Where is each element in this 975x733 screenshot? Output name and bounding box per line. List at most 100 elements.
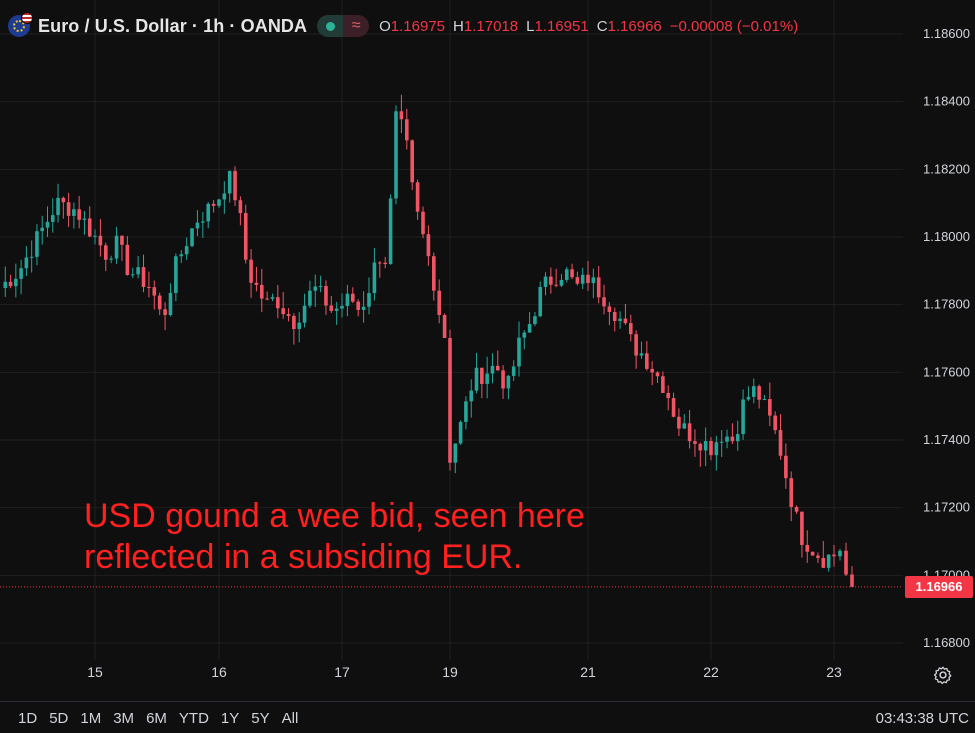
candle[interactable] — [87, 206, 92, 238]
candle[interactable] — [206, 202, 211, 229]
range-button-1m[interactable]: 1M — [80, 710, 102, 727]
candle[interactable] — [805, 530, 810, 563]
candle[interactable] — [174, 253, 178, 302]
candle[interactable] — [184, 237, 189, 260]
candle[interactable] — [485, 356, 489, 399]
candle[interactable] — [313, 274, 318, 307]
candle[interactable] — [437, 279, 441, 324]
candle[interactable] — [751, 378, 756, 404]
candle[interactable] — [762, 395, 767, 401]
candle[interactable] — [623, 303, 628, 325]
candle[interactable] — [570, 263, 574, 280]
candle[interactable] — [826, 554, 831, 572]
candle[interactable] — [103, 242, 108, 272]
candle[interactable] — [356, 299, 360, 317]
candle[interactable] — [168, 283, 173, 317]
candle[interactable] — [163, 302, 167, 331]
range-button-all[interactable]: All — [281, 710, 299, 727]
candle[interactable] — [816, 552, 820, 563]
candle[interactable] — [50, 198, 55, 233]
candle[interactable] — [602, 284, 606, 315]
candle[interactable] — [399, 94, 404, 134]
candle[interactable] — [254, 266, 259, 292]
candle[interactable] — [628, 314, 633, 342]
candle[interactable] — [324, 280, 328, 315]
candle[interactable] — [109, 255, 113, 264]
candle[interactable] — [517, 321, 521, 377]
candle[interactable] — [645, 341, 649, 371]
candle[interactable] — [687, 410, 692, 449]
range-button-6m[interactable]: 6M — [146, 710, 167, 727]
candle[interactable] — [559, 273, 564, 288]
candle[interactable] — [40, 215, 45, 245]
candle[interactable] — [580, 267, 585, 289]
candle[interactable] — [666, 385, 671, 411]
candle[interactable] — [217, 198, 221, 209]
candle[interactable] — [276, 284, 280, 319]
candle[interactable] — [850, 566, 854, 588]
candle[interactable] — [773, 411, 777, 435]
candle[interactable] — [195, 210, 200, 237]
candle[interactable] — [388, 194, 393, 265]
candle[interactable] — [378, 261, 382, 278]
candle[interactable] — [179, 250, 184, 264]
candle[interactable] — [3, 266, 8, 297]
candle[interactable] — [265, 291, 269, 301]
candle[interactable] — [340, 293, 344, 318]
candle[interactable] — [259, 268, 264, 313]
range-button-5d[interactable]: 5D — [49, 710, 69, 727]
candle[interactable] — [554, 268, 558, 288]
candle[interactable] — [650, 361, 654, 386]
candle[interactable] — [141, 254, 146, 293]
candle[interactable] — [506, 374, 511, 400]
candle[interactable] — [784, 443, 788, 489]
delayed-feed-icon[interactable]: ≈ — [343, 15, 370, 37]
candle[interactable] — [838, 548, 842, 561]
candle[interactable] — [270, 293, 275, 302]
candle[interactable] — [586, 260, 590, 291]
candle[interactable] — [538, 281, 543, 318]
candle[interactable] — [308, 280, 312, 308]
candle[interactable] — [596, 265, 601, 304]
candle[interactable] — [367, 277, 371, 315]
candle[interactable] — [768, 382, 772, 427]
candle[interactable] — [671, 392, 676, 418]
candle[interactable] — [130, 267, 135, 279]
candle[interactable] — [533, 312, 537, 327]
candle[interactable] — [56, 183, 60, 223]
candle[interactable] — [243, 204, 248, 264]
range-button-ytd[interactable]: YTD — [178, 710, 209, 727]
candle[interactable] — [14, 263, 18, 298]
candle[interactable] — [725, 429, 729, 449]
candle[interactable] — [821, 541, 826, 569]
candle[interactable] — [458, 420, 463, 445]
candle[interactable] — [302, 293, 307, 328]
candle[interactable] — [297, 312, 302, 343]
candle[interactable] — [432, 252, 436, 301]
symbol-title[interactable]: Euro / U.S. Dollar · 1h · OANDA — [38, 15, 308, 36]
candle[interactable] — [227, 170, 232, 203]
candle[interactable] — [495, 350, 500, 371]
candle[interactable] — [464, 396, 468, 430]
candle[interactable] — [157, 292, 162, 316]
candle[interactable] — [19, 259, 23, 295]
candle[interactable] — [201, 212, 205, 238]
candle[interactable] — [361, 291, 366, 323]
settings-gear-icon[interactable] — [932, 664, 954, 686]
candle[interactable] — [719, 430, 724, 457]
candle[interactable] — [634, 330, 638, 369]
candle[interactable] — [334, 301, 339, 325]
candle[interactable] — [120, 235, 124, 262]
candle[interactable] — [45, 206, 50, 237]
candle[interactable] — [607, 302, 612, 326]
candle[interactable] — [789, 471, 794, 522]
candle[interactable] — [778, 414, 783, 460]
candle[interactable] — [77, 195, 81, 229]
candle[interactable] — [661, 371, 665, 393]
candle[interactable] — [543, 272, 548, 296]
range-button-1y[interactable]: 1Y — [220, 710, 240, 727]
candle[interactable] — [501, 365, 505, 399]
candle[interactable] — [292, 313, 296, 345]
candle[interactable] — [318, 275, 323, 293]
